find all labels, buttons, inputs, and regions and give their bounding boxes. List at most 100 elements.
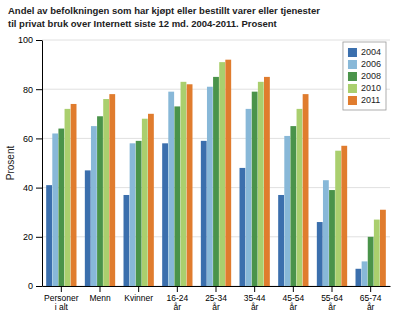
bar bbox=[278, 195, 284, 286]
x-tick-mark bbox=[61, 286, 62, 292]
x-tick-mark bbox=[216, 286, 217, 292]
x-tick-label: Personeri alt bbox=[44, 293, 79, 312]
legend-label: 2010 bbox=[361, 83, 381, 93]
x-tick: Menn bbox=[89, 286, 111, 303]
x-tick-label: Menn bbox=[89, 293, 111, 303]
title-group: Andel av befolkningen som har kjøpt elle… bbox=[8, 5, 320, 29]
bar bbox=[297, 109, 303, 286]
y-tick: 40 bbox=[23, 183, 42, 193]
bar bbox=[181, 82, 187, 286]
x-tick-label-line: år bbox=[290, 302, 298, 312]
bar bbox=[213, 77, 219, 286]
x-tick: 16-24år bbox=[166, 286, 188, 312]
grid-line bbox=[42, 40, 390, 41]
x-tick: 65-74år bbox=[360, 286, 382, 312]
legend-swatch bbox=[348, 60, 357, 69]
bar bbox=[323, 180, 329, 286]
bar bbox=[374, 220, 380, 286]
bar bbox=[142, 119, 148, 286]
bar bbox=[341, 146, 347, 286]
y-tick: 60 bbox=[23, 134, 42, 144]
x-tick-label: 45-54år bbox=[282, 293, 304, 312]
x-tick-label: 25-34år bbox=[205, 293, 227, 312]
x-tick-mark bbox=[332, 286, 333, 292]
y-tick: 80 bbox=[23, 85, 42, 95]
x-tick-label-line: år bbox=[251, 302, 259, 312]
y-tick-label: 100 bbox=[18, 35, 33, 45]
title: Andel av befolkningen som har kjøpt elle… bbox=[8, 5, 320, 16]
bar bbox=[58, 129, 64, 286]
x-tick-label: 16-24år bbox=[166, 293, 188, 312]
y-tick-label: 0 bbox=[28, 281, 33, 291]
bar bbox=[317, 222, 323, 286]
bar bbox=[71, 104, 77, 286]
bar bbox=[174, 106, 180, 286]
bar bbox=[290, 126, 296, 286]
x-tick-label-line: Kvinner bbox=[124, 293, 153, 303]
bar bbox=[356, 269, 362, 286]
bar-series bbox=[71, 60, 386, 286]
grid bbox=[42, 40, 390, 286]
bar bbox=[264, 77, 270, 286]
bar bbox=[329, 190, 335, 286]
bar bbox=[97, 116, 103, 286]
x-tick-label-line: i alt bbox=[55, 302, 69, 312]
x-tick-label: 35-44år bbox=[244, 293, 266, 312]
bar bbox=[130, 143, 136, 286]
bar bbox=[187, 84, 193, 286]
bar bbox=[103, 99, 109, 286]
legend-entry: 2006 bbox=[348, 59, 381, 69]
bar bbox=[91, 126, 97, 286]
legend-swatch bbox=[348, 48, 357, 57]
x-tick: Personeri alt bbox=[44, 286, 79, 312]
x-axis: Personeri alt Menn Kvinner 16-24år 25-34år 35… bbox=[43, 286, 391, 312]
y-tick-mark bbox=[36, 138, 42, 139]
bar bbox=[303, 94, 309, 286]
bar-series bbox=[58, 77, 373, 286]
bar bbox=[65, 109, 71, 286]
bar bbox=[219, 62, 225, 286]
bar-series bbox=[65, 62, 380, 286]
x-tick-label-line: Menn bbox=[89, 293, 111, 303]
y-axis-line bbox=[42, 41, 43, 287]
subtitle: til privat bruk over Internett siste 12 … bbox=[8, 18, 278, 29]
plot-area: 020406080100Personeri altMennKvinner16-2… bbox=[18, 35, 391, 312]
x-tick-label-line: år bbox=[174, 302, 182, 312]
legend-entry: 2004 bbox=[348, 47, 381, 57]
y-tick-mark bbox=[36, 188, 42, 189]
y-tick-mark bbox=[36, 237, 42, 238]
bar bbox=[124, 195, 130, 286]
x-tick-mark bbox=[370, 286, 371, 292]
x-tick-label: 65-74år bbox=[360, 293, 382, 312]
bar bbox=[207, 87, 213, 286]
legend-swatch bbox=[348, 84, 357, 93]
bar bbox=[252, 92, 258, 286]
x-tick-mark bbox=[177, 286, 178, 292]
y-tick-label: 80 bbox=[23, 85, 33, 95]
bar bbox=[136, 141, 142, 286]
x-tick-mark bbox=[254, 286, 255, 292]
x-tick: 55-64år bbox=[321, 286, 343, 312]
bar bbox=[201, 141, 207, 286]
x-tick-mark bbox=[100, 286, 101, 292]
bar bbox=[335, 151, 341, 286]
bar bbox=[284, 136, 290, 286]
bar-series bbox=[52, 87, 367, 286]
bar bbox=[362, 261, 368, 286]
x-tick-label-line: år bbox=[367, 302, 375, 312]
bar bbox=[258, 82, 264, 286]
legend: 20042006200820102011 bbox=[343, 42, 386, 110]
y-tick: 0 bbox=[28, 281, 42, 291]
y-axis-title: Prosent bbox=[5, 146, 16, 181]
chart-svg: Andel av befolkningen som har kjøpt elle… bbox=[0, 0, 400, 320]
x-tick-mark bbox=[138, 286, 139, 292]
x-tick: 25-34år bbox=[205, 286, 227, 312]
legend-label: 2004 bbox=[361, 47, 381, 57]
legend-box bbox=[343, 42, 386, 110]
y-tick-mark bbox=[36, 89, 42, 90]
bar bbox=[52, 133, 58, 286]
legend-entry: 2008 bbox=[348, 71, 381, 81]
bar bbox=[46, 185, 52, 286]
bar bbox=[225, 60, 231, 286]
y-tick: 100 bbox=[18, 35, 42, 45]
